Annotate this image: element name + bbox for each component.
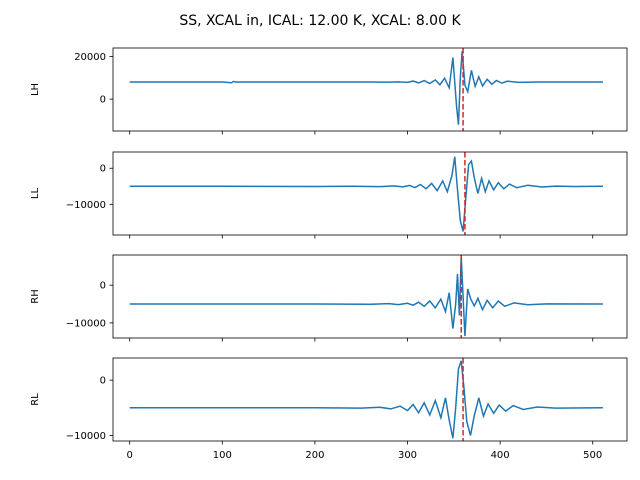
ylabel: RL (30, 393, 41, 406)
ytick-label: −10000 (66, 200, 106, 211)
xtick-label: 300 (398, 450, 417, 461)
series-line (129, 256, 603, 337)
panel-rh: −10000 0 RH (30, 254, 628, 342)
series-line (129, 156, 603, 232)
axes-frame (112, 357, 628, 442)
axes-frame (112, 47, 628, 132)
ytick-label: 0 (100, 376, 106, 387)
xtick-label: 100 (213, 450, 232, 461)
ylabel: LH (30, 83, 41, 96)
figure-title: SS, XCAL in, ICAL: 12.00 K, XCAL: 8.00 K (179, 13, 461, 29)
ytick-label: 0 (100, 95, 106, 106)
ytick-label: 20000 (74, 52, 106, 63)
axes-frame (112, 151, 628, 236)
ylabel: LL (30, 188, 41, 200)
panel-ll: −10000 0 LL (30, 151, 628, 239)
panel-lh: 0 20000 LH (30, 47, 628, 135)
panel-rl: −10000 0 0 100 200 300 400 500 RL (30, 357, 628, 461)
ytick-label: −10000 (66, 431, 106, 442)
series-line (129, 360, 603, 439)
ytick-label: 0 (100, 164, 106, 175)
ylabel: RH (30, 289, 41, 303)
ytick-label: 0 (100, 281, 106, 292)
series-line (129, 51, 603, 125)
ytick-label: −10000 (66, 318, 106, 329)
xtick-label: 500 (583, 450, 602, 461)
axes-frame (112, 254, 628, 339)
xtick-label: 0 (126, 450, 132, 461)
xtick-label: 200 (305, 450, 324, 461)
xtick-label: 400 (491, 450, 510, 461)
